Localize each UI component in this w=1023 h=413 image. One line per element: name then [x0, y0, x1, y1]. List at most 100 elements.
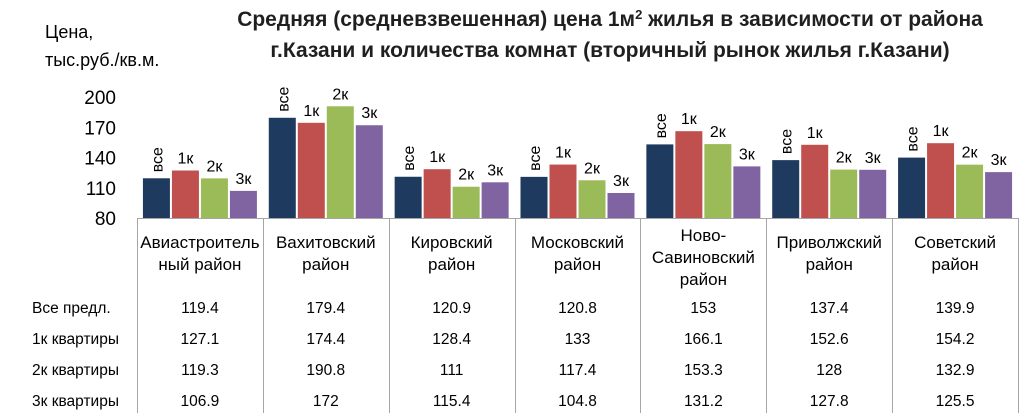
bar-label-2к-4: 2к: [710, 124, 727, 141]
table-cell-1-6: 154.2: [935, 331, 975, 348]
bar-label-3к-2: 3к: [487, 162, 504, 179]
y-axis-label-line-2: тыс.руб./кв.м.: [45, 50, 160, 70]
bar-все-1: [268, 117, 296, 218]
y-tick-label-80: 80: [95, 209, 116, 230]
bar-label-все-1: все: [275, 86, 292, 111]
bar-1к-3: [549, 164, 577, 218]
bar-1к-2: [423, 169, 451, 218]
bar-label-2к-1: 2к: [332, 86, 349, 103]
bar-label-1к-0: 1к: [177, 151, 194, 168]
table-cell-1-5: 152.6: [809, 331, 849, 348]
bar-label-2к-6: 2к: [962, 145, 979, 162]
table-cell-2-6: 132.9: [935, 362, 975, 379]
bar-label-3к-0: 3к: [235, 171, 252, 188]
bar-2к-5: [830, 169, 858, 218]
y-axis-label-line-1: Цена,: [45, 22, 94, 42]
bar-2к-1: [326, 106, 354, 218]
table-cell-0-2: 120.9: [432, 300, 472, 317]
bar-2к-2: [452, 186, 480, 218]
y-tick-label-170: 170: [84, 118, 116, 139]
bar-label-3к-5: 3к: [865, 150, 882, 167]
category-label-6: Советский район: [914, 233, 997, 274]
bar-1к-1: [297, 122, 325, 218]
bar-3к-5: [859, 169, 887, 218]
table-cell-2-5: 128: [816, 362, 843, 379]
table-cell-3-6: 125.5: [935, 393, 975, 410]
title-part-1: Средняя (средневзвешенная) цена 1м: [237, 8, 636, 31]
table-cell-0-0: 119.4: [181, 300, 219, 317]
bar-3к-3: [607, 192, 635, 218]
bar-2к-4: [704, 144, 732, 218]
table-cell-0-5: 137.4: [809, 300, 849, 317]
bar-2к-0: [200, 178, 228, 218]
bar-label-1к-2: 1к: [429, 149, 446, 166]
category-label-2: Кировский район: [410, 233, 493, 274]
bar-label-1к-5: 1к: [807, 125, 824, 142]
bar-label-3к-4: 3к: [739, 146, 756, 163]
table-cell-2-3: 117.4: [558, 362, 597, 379]
table-cell-3-0: 106.9: [180, 393, 220, 410]
bar-2к-6: [956, 164, 984, 218]
bar-2к-3: [578, 180, 606, 218]
bar-1к-6: [927, 143, 955, 218]
table-row-label-1: 1к квартиры: [32, 331, 119, 348]
table-cell-2-1: 190.8: [306, 362, 346, 379]
table-row-label-2: 2к квартиры: [32, 362, 119, 379]
category-label-5: Приволжский район: [776, 233, 882, 274]
table-cell-1-0: 127.1: [180, 331, 220, 348]
bar-label-2к-0: 2к: [206, 158, 223, 175]
category-label-1: Вахитовский район: [275, 233, 376, 274]
table-cell-3-2: 115.4: [432, 393, 471, 410]
table-cell-2-4: 153.3: [683, 362, 723, 379]
bar-label-2к-3: 2к: [584, 160, 601, 177]
bar-1к-0: [171, 170, 199, 218]
category-label-3: Московский район: [530, 233, 625, 274]
bar-все-6: [898, 157, 926, 218]
title-line-1: Средняя (средневзвешенная) цена 1м2 жиль…: [237, 8, 983, 31]
table-row-label-3: 3к квартиры: [32, 393, 119, 410]
bar-label-1к-6: 1к: [933, 123, 950, 140]
bar-1к-4: [675, 131, 703, 218]
bar-3к-1: [355, 125, 383, 218]
bar-label-все-6: все: [905, 126, 922, 151]
bar-label-все-0: все: [149, 147, 166, 172]
table-cell-3-1: 172: [312, 393, 339, 410]
bar-все-5: [772, 160, 800, 218]
bar-label-все-5: все: [779, 129, 796, 154]
table-cell-1-4: 166.1: [683, 331, 723, 348]
y-tick-label-200: 200: [84, 88, 116, 109]
bar-label-1к-3: 1к: [555, 145, 572, 162]
y-tick-label-110: 110: [86, 179, 116, 200]
category-label-4: Ново- Савиновский район: [651, 226, 755, 289]
table-cell-2-2: 111: [439, 362, 464, 379]
table-row-label-0: Все предл.: [32, 300, 111, 317]
title-line-2: г.Казани и количества комнат (вторичный …: [270, 39, 950, 62]
bar-label-1к-4: 1к: [681, 111, 698, 128]
bar-label-2к-5: 2к: [836, 150, 853, 167]
bar-label-1к-1: 1к: [303, 103, 320, 120]
bar-label-все-2: все: [401, 145, 418, 170]
table-cell-1-3: 133: [564, 331, 591, 348]
bar-label-все-4: все: [653, 113, 670, 138]
bar-label-все-3: все: [527, 146, 544, 171]
bar-3к-6: [985, 172, 1013, 218]
y-tick-label-140: 140: [84, 149, 116, 170]
bar-3к-4: [733, 166, 761, 218]
table-cell-0-1: 179.4: [306, 300, 346, 317]
bar-3к-2: [481, 182, 509, 218]
table-cell-0-4: 153: [690, 300, 717, 317]
table-cell-1-1: 174.4: [306, 331, 346, 348]
bar-1к-5: [801, 144, 829, 218]
category-label-0: Авиастроитель ный район: [140, 233, 260, 274]
bar-все-3: [520, 176, 548, 218]
bar-label-3к-1: 3к: [361, 105, 378, 122]
table-cell-3-3: 104.8: [558, 393, 597, 410]
bar-3к-0: [229, 190, 257, 218]
table-cell-3-5: 127.8: [809, 393, 849, 410]
bar-все-0: [142, 178, 170, 218]
table-cell-2-0: 119.3: [181, 362, 219, 379]
table-cell-0-3: 120.8: [558, 300, 597, 317]
table-cell-3-4: 131.2: [683, 393, 723, 410]
chart-title: Средняя (средневзвешенная) цена 1м2 жиль…: [200, 4, 1020, 66]
